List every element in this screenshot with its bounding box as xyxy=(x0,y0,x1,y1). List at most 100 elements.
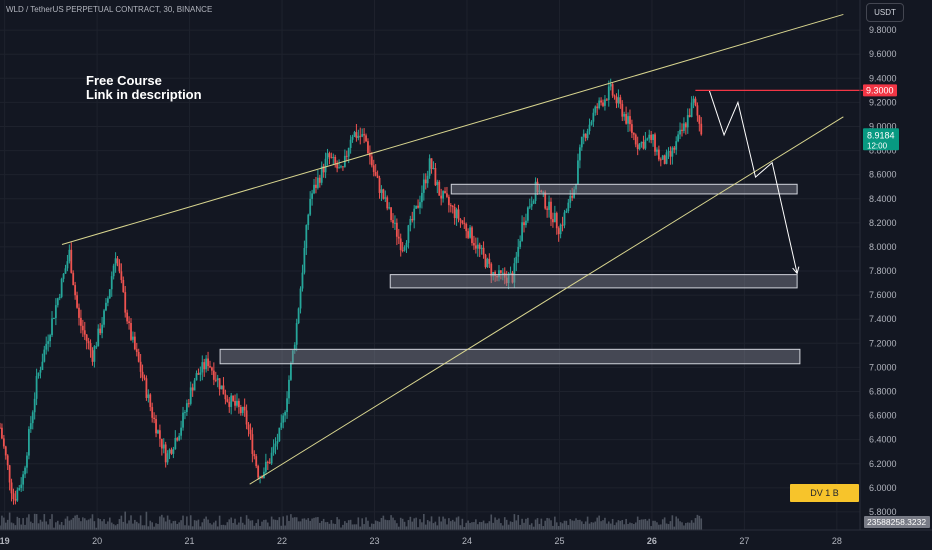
volume-bar xyxy=(176,523,179,530)
candle-body xyxy=(367,141,369,154)
candle-body xyxy=(172,449,175,454)
volume-bar xyxy=(128,520,130,530)
channel-lower-line[interactable] xyxy=(249,116,844,485)
volume-bar xyxy=(436,525,439,530)
volume-bar xyxy=(141,525,144,530)
candle-body xyxy=(315,184,317,188)
candle-body xyxy=(623,114,626,117)
candle-body xyxy=(688,115,691,117)
volume-bar xyxy=(394,520,396,530)
candle-body xyxy=(467,231,470,238)
volume-bar xyxy=(56,520,59,530)
volume-bar xyxy=(530,523,533,530)
candle-body xyxy=(675,141,678,150)
volume-bar xyxy=(353,524,356,530)
candle-body xyxy=(428,158,431,176)
candle-body xyxy=(220,385,223,390)
volume-bar xyxy=(629,522,631,530)
support-zone[interactable] xyxy=(389,274,798,289)
price-tick-label: 5.8000 xyxy=(869,507,897,517)
candle-body xyxy=(625,114,628,124)
candle-body xyxy=(679,129,681,135)
candle-body xyxy=(538,190,541,193)
candle-body xyxy=(241,406,244,414)
candle-body xyxy=(588,124,591,132)
candle-body xyxy=(469,227,471,238)
volume-bar xyxy=(201,522,204,530)
volume-bar xyxy=(496,519,498,530)
volume-bar xyxy=(295,517,298,530)
candle-body xyxy=(345,155,348,157)
volume-bar xyxy=(636,516,639,530)
candle-body xyxy=(507,273,510,284)
volume-bar xyxy=(386,520,389,530)
volume-bar xyxy=(584,521,587,530)
candle-body xyxy=(669,151,672,157)
volume-bar xyxy=(480,522,483,530)
candle-body xyxy=(388,207,391,209)
volume-bar xyxy=(492,522,494,530)
candle-body xyxy=(199,372,202,375)
volume-bar xyxy=(259,525,261,530)
volume-bar xyxy=(3,517,5,530)
volume-bar xyxy=(633,524,635,530)
volume-bar xyxy=(417,527,419,530)
candle-body xyxy=(436,181,439,186)
candle-body xyxy=(118,263,121,272)
volume-bar xyxy=(334,523,337,530)
candle-body xyxy=(122,279,125,293)
candle-body xyxy=(336,163,339,169)
time-axis[interactable]: 19 20 21 22 23 24 25 26 27 28 xyxy=(0,529,932,546)
volume-bar xyxy=(114,525,117,530)
candle-body xyxy=(426,175,429,184)
projection-path[interactable] xyxy=(708,90,798,274)
volume-bar xyxy=(450,521,452,530)
volume-bar xyxy=(18,518,21,530)
volume-bar xyxy=(561,523,564,530)
candle-body xyxy=(309,198,312,215)
volume-bar xyxy=(170,523,173,530)
price-tick-label: 7.2000 xyxy=(869,338,897,348)
target-price-label: 9.3000 xyxy=(866,85,894,95)
candle-body xyxy=(486,258,489,268)
volume-bar xyxy=(590,522,593,530)
candle-body xyxy=(299,288,302,309)
volume-bar xyxy=(249,520,252,530)
support-zone[interactable] xyxy=(219,348,801,365)
currency-scale-button[interactable]: USDT xyxy=(866,3,904,22)
candle-body xyxy=(546,208,549,210)
dv-badge[interactable]: DV 1 B xyxy=(790,484,859,502)
volume-bar xyxy=(378,521,381,530)
support-zone[interactable] xyxy=(450,183,798,195)
candle-body xyxy=(56,298,59,306)
volume-bar xyxy=(623,524,625,530)
volume-bar xyxy=(290,514,292,530)
volume-bar xyxy=(631,523,633,530)
volume-bar xyxy=(527,517,529,530)
candle-body xyxy=(141,371,144,378)
candle-body xyxy=(268,462,271,464)
volume-bar xyxy=(625,518,627,530)
volume-bar xyxy=(663,517,666,530)
price-axis[interactable]: 9.8000 9.6000 9.4000 9.2000 9.0000 8.8000 8.60… xyxy=(859,0,930,530)
volume-bar xyxy=(688,522,691,530)
candle-body xyxy=(157,430,159,434)
volume-bar xyxy=(606,523,608,530)
candle-body xyxy=(478,244,481,249)
candle-body xyxy=(630,124,633,133)
volume-bar xyxy=(39,519,42,530)
volume-bar xyxy=(247,518,250,530)
volume-bar xyxy=(74,515,76,530)
candle-body xyxy=(203,362,206,370)
channel-upper-line[interactable] xyxy=(61,13,844,246)
volume-bar xyxy=(28,514,30,530)
volume-bar xyxy=(461,518,464,530)
candle-body xyxy=(496,275,498,278)
volume-bar xyxy=(20,524,22,530)
candle-body xyxy=(257,466,260,478)
volume-bar xyxy=(89,518,92,530)
candle-body xyxy=(392,220,394,224)
volume-bar xyxy=(457,516,460,530)
candle-body xyxy=(517,246,520,257)
